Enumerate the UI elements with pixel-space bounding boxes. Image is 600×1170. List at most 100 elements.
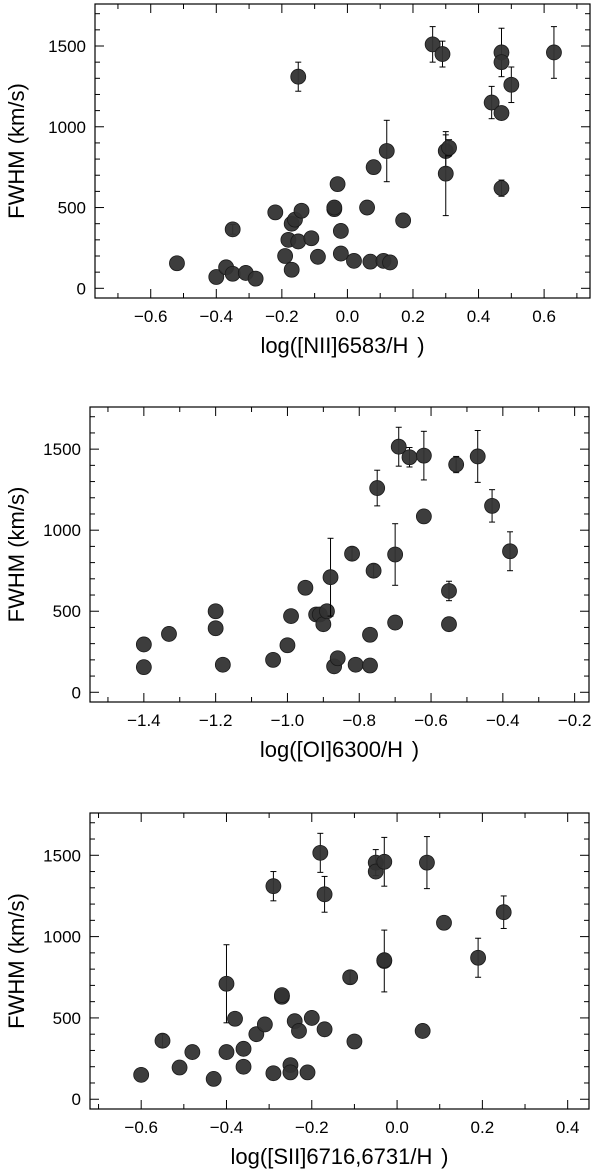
oi-data-point <box>390 438 407 455</box>
nii-data-point <box>424 36 441 53</box>
nii-data-point <box>293 202 310 219</box>
oi-x-tick-label: −1.0 <box>271 711 305 730</box>
sii-x-tick-label: 0.0 <box>385 1118 409 1137</box>
oi-data-point <box>322 569 339 586</box>
sii-data-point <box>376 853 393 870</box>
nii-data-point <box>332 223 349 239</box>
oi-data-point <box>441 616 457 633</box>
nii-data-point <box>493 105 510 121</box>
nii-data-point <box>283 261 300 278</box>
oi-x-tick-label: −1.2 <box>199 711 233 730</box>
sii-data-point <box>419 854 435 871</box>
oi-y-tick-label: 0 <box>72 683 81 702</box>
oi-y-tick-label: 1500 <box>43 440 81 459</box>
sii-data-point <box>299 1064 316 1081</box>
nii-x-tick-label: −0.4 <box>200 307 234 326</box>
sii-x-tick-label: −0.4 <box>210 1118 244 1137</box>
oi-data-point <box>214 656 231 673</box>
nii-x-tick-label: −0.2 <box>265 307 299 326</box>
nii-data-point <box>277 248 294 264</box>
nii-data-point <box>382 254 398 271</box>
nii-data-point <box>546 44 562 61</box>
nii-y-tick-label: 500 <box>58 199 86 218</box>
oi-x-tick-label: −1.4 <box>127 711 161 730</box>
nii-data-point <box>208 269 225 285</box>
nii-data-point <box>290 233 307 250</box>
sii-data-point <box>342 969 359 986</box>
oi-data-point <box>369 480 386 496</box>
oi-x-tick-label: −0.8 <box>342 711 376 730</box>
nii-x-tick-label: 0.2 <box>401 307 425 326</box>
oi-y-tick-label: 500 <box>53 602 81 621</box>
sii-data-point <box>235 1040 252 1057</box>
nii-data-point <box>503 76 520 93</box>
sii-data-point <box>303 1010 320 1026</box>
oi-data-point <box>329 650 346 667</box>
sii-data-point <box>256 1016 273 1033</box>
oi-data-point <box>297 579 314 596</box>
sii-data-point <box>495 904 512 921</box>
sii-data-point <box>133 1066 150 1083</box>
panel-nii: −0.6 −0.4 −0.2 0.0 0.2 0.4 0.6 0 500 1000 1500 log(… <box>4 3 591 358</box>
oi-data-point <box>279 637 296 654</box>
sii-data-point <box>171 1059 188 1076</box>
nii-data-point <box>310 248 326 265</box>
oi-data-point <box>469 448 486 465</box>
panel-oi: −1.4 −1.2 −1.0 −0.8 −0.6 −0.4 −0.2 0 500 1000 1500… <box>4 406 591 762</box>
oi-data-point <box>265 651 281 668</box>
sii-data-point <box>282 1064 299 1081</box>
nii-x-tick-label: 0.0 <box>336 307 360 326</box>
sii-data-point <box>316 886 333 903</box>
nii-x-tick-label: 0.6 <box>532 307 556 326</box>
oi-data-point <box>362 657 378 674</box>
sii-data-point <box>154 1032 171 1049</box>
sii-data-point <box>316 1021 333 1038</box>
nii-x-tick-label: −0.6 <box>134 307 168 326</box>
sii-data-point <box>205 1071 222 1087</box>
nii-y-axis-label: FWHM (km/s) <box>4 83 29 219</box>
nii-data-point <box>359 199 375 216</box>
nii-data-point <box>224 221 241 238</box>
nii-x-axis-label: log([NII]6583/H ) <box>260 333 424 358</box>
oi-data-point <box>135 636 152 653</box>
nii-data-point <box>326 199 343 216</box>
nii-data-point <box>329 176 346 193</box>
nii-x-tick-label: 0.4 <box>467 307 491 326</box>
nii-data-point <box>224 265 241 282</box>
sii-data-point <box>274 987 290 1004</box>
sii-data-point <box>218 1044 235 1060</box>
oi-data-point <box>161 626 177 642</box>
nii-data-point <box>362 253 379 270</box>
nii-data-point <box>434 46 451 62</box>
sii-data-point <box>227 1010 243 1027</box>
sii-plot-frame <box>89 812 590 1110</box>
nii-data-point <box>169 255 185 272</box>
sii-data-point <box>346 1033 363 1050</box>
sii-data-point <box>291 1023 307 1039</box>
nii-data-point <box>303 230 320 247</box>
nii-data-point <box>378 143 395 159</box>
sii-data-point <box>414 1023 431 1039</box>
oi-x-tick-label: −0.6 <box>414 711 448 730</box>
oi-data-point <box>362 626 378 643</box>
nii-data-point <box>247 270 264 287</box>
sii-x-tick-label: −0.6 <box>124 1118 158 1137</box>
oi-x-tick-label: −0.4 <box>486 711 520 730</box>
oi-data-point <box>365 562 382 579</box>
oi-data-point <box>387 614 404 631</box>
sii-data-point <box>265 1065 282 1082</box>
nii-data-point <box>346 252 362 269</box>
oi-data-point <box>207 620 224 637</box>
nii-y-tick-label: 1500 <box>48 37 86 56</box>
oi-data-point <box>401 449 418 466</box>
sii-x-tick-label: 0.2 <box>471 1118 495 1137</box>
nii-data-point <box>483 94 500 111</box>
sii-x-tick-label: 0.4 <box>556 1118 580 1137</box>
oi-y-axis-label: FWHM (km/s) <box>4 487 29 623</box>
sii-data-point <box>470 949 487 966</box>
sii-data-point <box>436 914 452 931</box>
sii-data-point <box>265 878 282 895</box>
nii-data-point <box>395 212 412 229</box>
nii-plot-frame <box>94 3 591 299</box>
